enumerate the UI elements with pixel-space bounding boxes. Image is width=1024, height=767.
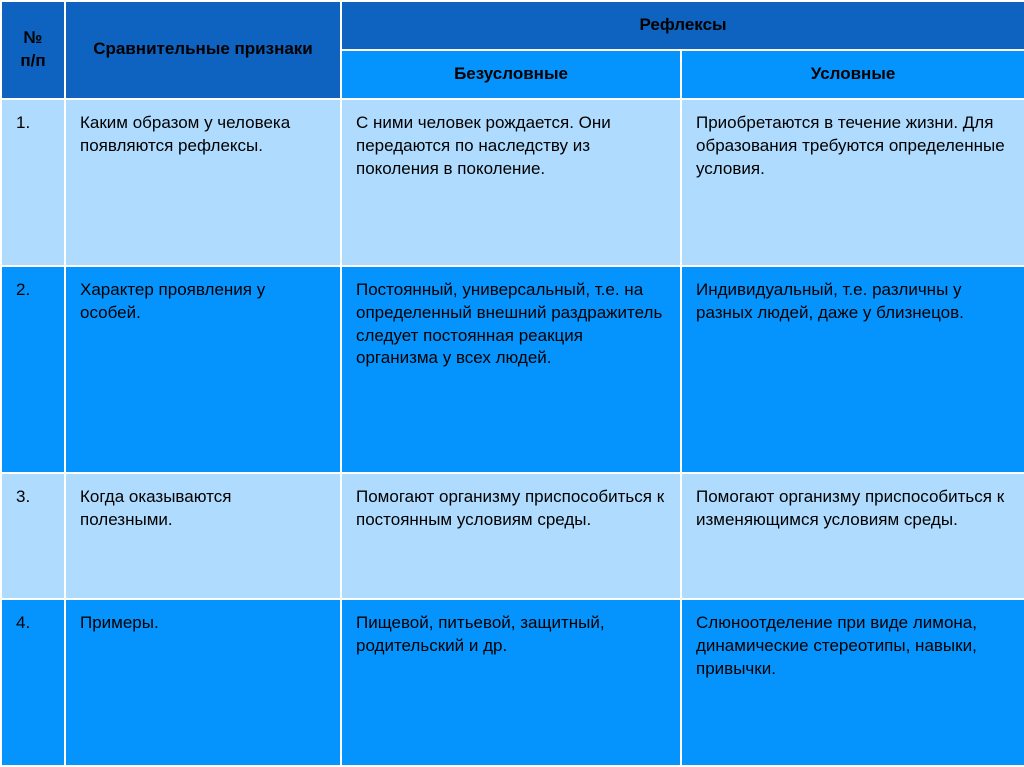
cell-conditional: Помогают организму приспособиться к изме… <box>681 473 1024 599</box>
table-row: 2. Характер проявления у особей. Постоян… <box>1 266 1024 473</box>
cell-conditional: Слюноотделение при виде лимона, динамиче… <box>681 599 1024 766</box>
header-unconditional: Безусловные <box>341 50 681 99</box>
table-row: 4. Примеры. Пищевой, питьевой, защитный,… <box>1 599 1024 766</box>
header-row-1: № п/п Сравнительные признаки Рефлексы <box>1 1 1024 50</box>
cell-conditional: Приобретаются в течение жизни. Для образ… <box>681 99 1024 266</box>
cell-num: 2. <box>1 266 65 473</box>
cell-num: 4. <box>1 599 65 766</box>
cell-unconditional: Постоянный, универсальный, т.е. на опред… <box>341 266 681 473</box>
cell-sign: Характер проявления у особей. <box>65 266 341 473</box>
cell-unconditional: Помогают организму приспособиться к пост… <box>341 473 681 599</box>
header-reflexes: Рефлексы <box>341 1 1024 50</box>
cell-sign: Каким образом у человека появляются рефл… <box>65 99 341 266</box>
header-conditional: Условные <box>681 50 1024 99</box>
cell-num: 1. <box>1 99 65 266</box>
header-num: № п/п <box>1 1 65 99</box>
reflex-comparison-table: № п/п Сравнительные признаки Рефлексы Бе… <box>0 0 1024 767</box>
cell-conditional: Индивидуальный, т.е. различны у разных л… <box>681 266 1024 473</box>
cell-unconditional: С ними человек рождается. Они передаются… <box>341 99 681 266</box>
table-row: 1. Каким образом у человека появляются р… <box>1 99 1024 266</box>
cell-unconditional: Пищевой, питьевой, защитный, родительски… <box>341 599 681 766</box>
header-sign: Сравнительные признаки <box>65 1 341 99</box>
cell-num: 3. <box>1 473 65 599</box>
table-row: 3. Когда оказываются полезными. Помогают… <box>1 473 1024 599</box>
cell-sign: Когда оказываются полезными. <box>65 473 341 599</box>
cell-sign: Примеры. <box>65 599 341 766</box>
